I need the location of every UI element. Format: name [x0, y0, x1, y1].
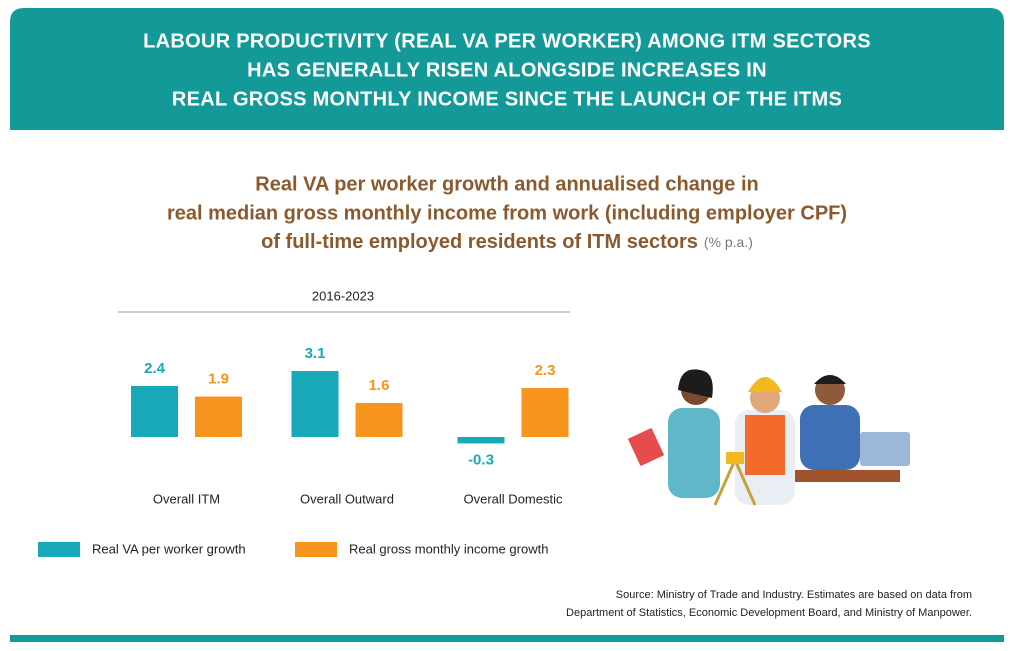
x-tick-label: Overall Outward [300, 491, 394, 506]
legend-label: Real gross monthly income growth [349, 541, 548, 556]
value-label: 2.3 [535, 362, 556, 379]
desk [790, 470, 900, 482]
bar [457, 437, 505, 444]
bar [195, 396, 242, 438]
worker-hair [678, 369, 713, 398]
legend-swatch [295, 542, 337, 557]
value-label: 2.4 [144, 360, 166, 377]
legend-label: Real VA per worker growth [92, 541, 246, 556]
level [726, 452, 744, 464]
chart-title: of full-time employed residents of ITM s… [261, 231, 753, 253]
period-label: 2016-2023 [312, 288, 374, 303]
bar [131, 385, 178, 438]
x-tick-label: Overall ITM [153, 491, 220, 506]
worker-hair [814, 375, 846, 384]
clipboard [627, 427, 665, 467]
header-line: REAL GROSS MONTHLY INCOME SINCE THE LAUN… [172, 88, 842, 110]
laptop [860, 432, 910, 466]
worker-body [668, 408, 720, 498]
worker-body [800, 405, 860, 470]
chart-title: Real VA per worker growth and annualised… [255, 173, 758, 195]
hard-hat [748, 377, 782, 392]
x-tick-label: Overall Domestic [464, 491, 563, 506]
value-label: 1.6 [369, 377, 390, 394]
source: Department of Statistics, Economic Devel… [566, 607, 972, 619]
bar [291, 371, 339, 438]
header-banner [10, 8, 1004, 130]
value-label: 3.1 [305, 345, 326, 362]
chart-title: of full-time employed residents of ITM s… [261, 231, 698, 253]
chart-title: real median gross monthly income from wo… [167, 202, 847, 224]
source: Source: Ministry of Trade and Industry. … [616, 589, 972, 601]
unit: (% p.a.) [704, 234, 753, 250]
bar [521, 388, 569, 438]
vest [745, 415, 785, 475]
value-label: -0.3 [468, 451, 494, 468]
header-line: HAS GENERALLY RISEN ALONGSIDE INCREASES … [247, 59, 767, 81]
value-label: 1.9 [208, 371, 229, 388]
legend-swatch [38, 542, 80, 557]
illustration [627, 369, 910, 506]
header-line: LABOUR PRODUCTIVITY (REAL VA PER WORKER)… [143, 30, 871, 52]
footer-bar [10, 635, 1004, 642]
bar [355, 402, 403, 438]
